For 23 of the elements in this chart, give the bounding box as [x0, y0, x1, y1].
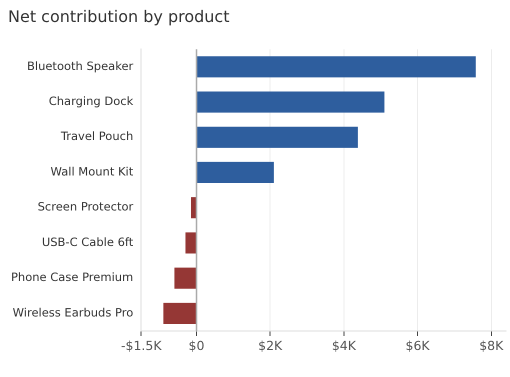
y-tick-label: Screen Protector: [38, 200, 134, 214]
bar: [163, 302, 196, 324]
y-tick-label: Travel Pouch: [60, 129, 134, 144]
x-tick-label: $6K: [406, 338, 430, 353]
x-tick-label: $2K: [258, 338, 284, 353]
bar: [174, 268, 196, 289]
bar: [185, 232, 196, 254]
bar: [197, 91, 384, 113]
y-tick-label: Bluetooth Speaker: [26, 58, 134, 73]
x-tick-label: $4K: [332, 338, 357, 353]
bar: [190, 197, 196, 218]
x-tick-label: -$1.5K: [120, 338, 162, 353]
bar: [197, 162, 274, 184]
y-tick-label: Wall Mount Kit: [50, 164, 134, 178]
y-tick-label: Phone Case Premium: [11, 270, 134, 284]
x-tick-label: $8K: [479, 338, 504, 353]
y-tick-label: Wireless Earbuds Pro: [12, 305, 134, 320]
y-tick-label: Charging Dock: [48, 94, 134, 108]
chart-title: Net contribution by product: [8, 6, 230, 26]
bar: [197, 126, 358, 148]
bar: [197, 56, 476, 78]
y-tick-label: USB-C Cable 6ft: [42, 234, 134, 249]
x-tick-label: $0: [188, 338, 205, 353]
